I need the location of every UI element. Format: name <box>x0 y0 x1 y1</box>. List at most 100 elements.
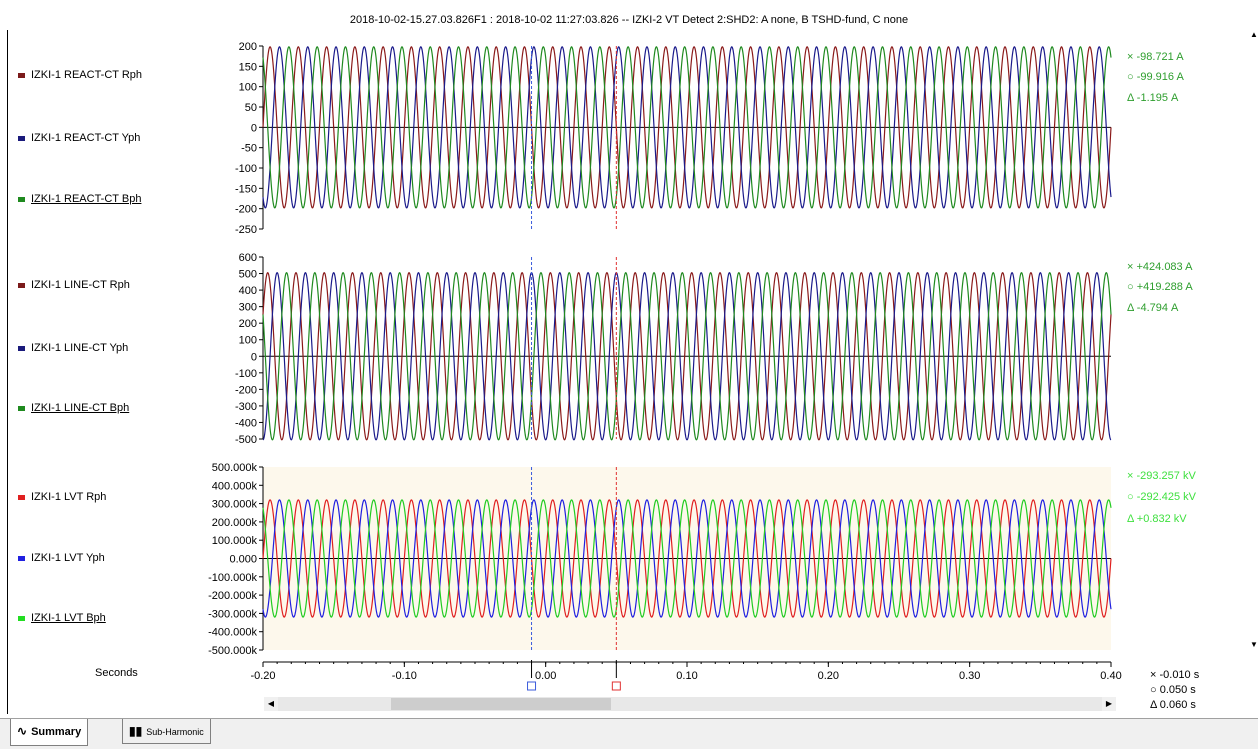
y-tick-label: 600 <box>239 252 257 264</box>
y-tick-label: 300 <box>239 302 257 314</box>
waveform-chart[interactable]: 200150100500-50-100-150-200-250600500400… <box>0 0 1258 720</box>
y-tick-label: -50 <box>241 143 257 155</box>
x-tick-label: 0.20 <box>818 670 839 682</box>
cursor-cross-readout: × -293.257 kV <box>1127 470 1196 482</box>
cursor-delta-readout: Δ -4.794 A <box>1127 302 1179 314</box>
cursor-handle-icon[interactable] <box>611 681 621 691</box>
legend-swatch <box>18 345 25 351</box>
waveform-icon: ∿ <box>17 724 28 738</box>
x-tick-label: 0.40 <box>1100 670 1121 682</box>
legend-swatch <box>18 282 25 288</box>
y-tick-label: -100 <box>235 368 257 380</box>
x-tick-label: 0.10 <box>676 670 697 682</box>
x-tick-label: 0.00 <box>535 670 556 682</box>
tab-bar: ∿ Summary ▮▮ Sub-Harmonic <box>0 718 1258 749</box>
y-tick-label: 100.000k <box>212 535 258 547</box>
legend-label: IZKI-1 REACT-CT Yph <box>31 132 141 144</box>
x-tick-label: -0.20 <box>250 670 275 682</box>
cursor-circle-readout: ○ -292.425 kV <box>1127 491 1197 503</box>
time-delta-readout: Δ 0.060 s <box>1150 699 1196 711</box>
y-tick-label: -200 <box>235 204 257 216</box>
legend-swatch <box>18 555 25 561</box>
time-circle-readout: ○ 0.050 s <box>1150 684 1196 696</box>
scroll-left-icon[interactable]: ◀ <box>264 697 278 711</box>
y-tick-label: 100 <box>239 335 257 347</box>
bar-chart-icon: ▮▮ <box>129 724 143 738</box>
chart-title: 2018-10-02-15.27.03.826F1 : 2018-10-02 1… <box>349 14 909 26</box>
y-tick-label: -500 <box>235 434 257 446</box>
horizontal-scrollbar[interactable]: ◀ ▶ <box>264 697 1116 711</box>
scroll-up-icon[interactable]: ▲ <box>1250 30 1258 39</box>
legend-item[interactable]: IZKI-1 LVT Rph <box>18 491 106 503</box>
legend-label: IZKI-1 REACT-CT Rph <box>31 69 143 81</box>
cursor-handle-icon[interactable] <box>527 681 537 691</box>
y-tick-label: 500.000k <box>212 462 258 474</box>
y-tick-label: -300 <box>235 401 257 413</box>
x-tick-label: -0.10 <box>392 670 417 682</box>
legend-label: IZKI-1 LVT Yph <box>31 552 105 564</box>
y-tick-label: 200 <box>239 318 257 330</box>
y-tick-label: -200 <box>235 384 257 396</box>
legend-swatch <box>18 494 25 500</box>
legend-item[interactable]: IZKI-1 REACT-CT Yph <box>18 132 140 144</box>
legend-item[interactable]: IZKI-1 REACT-CT Bph <box>18 193 141 205</box>
legend-item[interactable]: IZKI-1 LVT Bph <box>18 612 106 624</box>
y-tick-label: -250 <box>235 224 257 236</box>
legend-label: IZKI-1 LINE-CT Rph <box>31 279 130 291</box>
tab-label: Summary <box>31 726 82 738</box>
y-tick-label: 100 <box>239 82 257 94</box>
cursor-cross-readout: × -98.721 A <box>1127 51 1184 63</box>
legend-item[interactable]: IZKI-1 LINE-CT Bph <box>18 402 129 414</box>
series-line <box>262 272 1112 441</box>
y-tick-label: -100.000k <box>208 572 257 584</box>
legend-label: IZKI-1 LINE-CT Bph <box>31 402 130 414</box>
legend-label: IZKI-1 LVT Bph <box>31 612 106 624</box>
cursor-cross-readout: × +424.083 A <box>1127 261 1193 273</box>
series-line <box>262 499 1112 618</box>
tab-sub-harmonic[interactable]: ▮▮ Sub-Harmonic <box>122 719 211 744</box>
scroll-thumb[interactable] <box>391 698 611 710</box>
x-axis-label: Seconds <box>95 667 138 679</box>
y-tick-label: 300.000k <box>212 499 258 511</box>
legend-item[interactable]: IZKI-1 LINE-CT Rph <box>18 279 130 291</box>
y-tick-label: -300.000k <box>208 608 257 620</box>
series-line <box>262 46 1112 209</box>
time-cross-readout: × -0.010 s <box>1150 669 1200 681</box>
tab-summary[interactable]: ∿ Summary <box>10 719 89 746</box>
y-tick-label: 400 <box>239 285 257 297</box>
scroll-right-icon[interactable]: ▶ <box>1102 697 1116 711</box>
y-tick-label: 150 <box>239 61 257 73</box>
y-tick-label: 200.000k <box>212 517 258 529</box>
legend-label: IZKI-1 LINE-CT Yph <box>31 342 129 354</box>
series-line <box>262 272 1112 441</box>
y-tick-label: -500.000k <box>208 645 257 657</box>
scroll-down-icon[interactable]: ▼ <box>1250 640 1258 649</box>
legend-item[interactable]: IZKI-1 REACT-CT Rph <box>18 69 142 81</box>
x-tick-label: 0.30 <box>959 670 980 682</box>
series-line <box>262 46 1112 209</box>
plot-area <box>263 257 1111 439</box>
tab-label: Sub-Harmonic <box>146 727 204 737</box>
cursor-delta-readout: Δ +0.832 kV <box>1127 513 1187 525</box>
cursor-circle-readout: ○ +419.288 A <box>1127 281 1193 293</box>
legend-item[interactable]: IZKI-1 LINE-CT Yph <box>18 342 128 354</box>
legend-label: IZKI-1 LVT Rph <box>31 491 107 503</box>
y-tick-label: 500 <box>239 269 257 281</box>
cursor-delta-readout: Δ -1.195 A <box>1127 92 1179 104</box>
legend-swatch <box>18 405 25 411</box>
series-line <box>262 499 1112 618</box>
y-tick-label: 50 <box>245 102 257 114</box>
legend-item[interactable]: IZKI-1 LVT Yph <box>18 552 105 564</box>
y-tick-label: 0.000 <box>229 554 257 566</box>
legend-swatch <box>18 615 25 621</box>
y-tick-label: -400 <box>235 417 257 429</box>
y-tick-label: 0 <box>251 122 257 134</box>
y-tick-label: -100 <box>235 163 257 175</box>
series-line <box>262 499 1112 618</box>
legend-swatch <box>18 135 25 141</box>
y-tick-label: 400.000k <box>212 480 258 492</box>
legend-swatch <box>18 72 25 78</box>
legend-label: IZKI-1 REACT-CT Bph <box>31 193 142 205</box>
cursor-circle-readout: ○ -99.916 A <box>1127 71 1184 83</box>
series-line <box>262 46 1112 209</box>
